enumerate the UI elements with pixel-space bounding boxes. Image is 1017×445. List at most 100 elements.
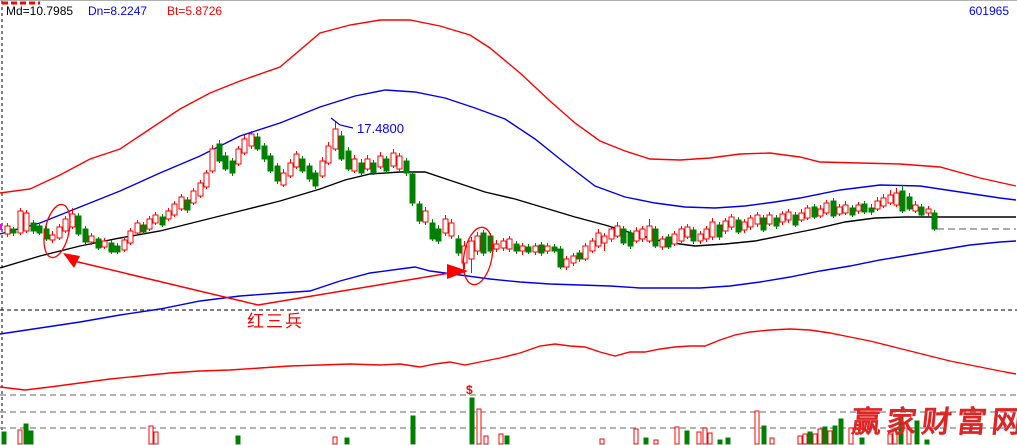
volume-bar bbox=[633, 428, 639, 445]
candle-body bbox=[608, 228, 615, 240]
candle-body bbox=[287, 162, 294, 177]
candle-body bbox=[325, 145, 332, 164]
volume-bar bbox=[504, 435, 510, 445]
candle-body bbox=[709, 221, 716, 238]
lower-red-band-line bbox=[0, 328, 1017, 391]
candle-body bbox=[127, 230, 134, 244]
volume-bar bbox=[725, 437, 731, 445]
indicator-md-value: Md=10.7985 bbox=[6, 4, 74, 18]
arrowhead-left bbox=[63, 253, 80, 268]
candle-body bbox=[396, 155, 403, 170]
stock-code: 601965 bbox=[968, 4, 1009, 18]
candle-body bbox=[403, 160, 410, 174]
candle-body bbox=[274, 165, 281, 182]
candle-body bbox=[306, 165, 313, 180]
candle-body bbox=[222, 155, 229, 170]
candle-body bbox=[519, 245, 526, 252]
dollar-marker: $ bbox=[466, 383, 473, 397]
candle-body bbox=[429, 222, 436, 240]
trend-arrow-line bbox=[73, 260, 259, 306]
candle-body bbox=[595, 232, 602, 247]
candle-body bbox=[893, 192, 900, 206]
volume-bar bbox=[148, 425, 154, 445]
candle-body bbox=[370, 162, 377, 174]
candle-body bbox=[570, 255, 577, 264]
volume-bar bbox=[483, 435, 489, 445]
volume-bar bbox=[769, 437, 775, 445]
candle-body bbox=[582, 245, 589, 260]
volume-bar bbox=[28, 430, 34, 445]
candle-body bbox=[716, 224, 723, 238]
candle-body bbox=[209, 148, 216, 172]
volume-bar bbox=[498, 433, 504, 445]
volume-bar bbox=[153, 431, 159, 445]
candle-body bbox=[480, 232, 487, 254]
candle-body bbox=[474, 235, 481, 252]
candle-body bbox=[254, 136, 261, 150]
candle-body bbox=[899, 190, 906, 212]
volume-bar bbox=[410, 415, 416, 445]
volume-bar bbox=[797, 435, 803, 445]
candle-body bbox=[455, 238, 462, 254]
volume-bar bbox=[702, 427, 708, 445]
volume-bar bbox=[344, 437, 350, 445]
volume-bar bbox=[653, 439, 659, 445]
candle-body bbox=[62, 218, 69, 232]
candle-body bbox=[735, 219, 742, 233]
candle-body bbox=[4, 225, 11, 235]
candle-body bbox=[101, 240, 108, 248]
volume-bar bbox=[717, 439, 723, 445]
candle-body bbox=[868, 207, 875, 213]
candle-body bbox=[741, 221, 748, 231]
candle-body bbox=[49, 234, 56, 241]
candle-body bbox=[197, 182, 204, 197]
candle-body bbox=[121, 239, 128, 251]
volume-bar bbox=[822, 426, 828, 445]
volume-bar bbox=[817, 428, 823, 445]
candle-body bbox=[377, 155, 384, 168]
volume-bar bbox=[754, 410, 760, 445]
candle-body bbox=[766, 214, 773, 225]
candle-body bbox=[345, 150, 352, 170]
candle-body bbox=[416, 203, 423, 222]
volume-bar bbox=[332, 436, 338, 445]
volume-bar bbox=[643, 437, 649, 445]
candle-body bbox=[849, 207, 856, 216]
candle-body bbox=[108, 242, 115, 253]
candle-body bbox=[56, 226, 63, 239]
volume-bar bbox=[235, 435, 241, 445]
candle-body bbox=[532, 245, 539, 253]
candle-body bbox=[785, 211, 792, 221]
candle-body bbox=[563, 258, 570, 268]
candle-body bbox=[312, 172, 319, 187]
volume-bar bbox=[684, 430, 690, 445]
indicator-bt-value: Bt=5.8726 bbox=[167, 4, 223, 18]
candle-body bbox=[798, 212, 805, 221]
volume-bar bbox=[812, 433, 818, 445]
candle-body bbox=[390, 152, 397, 167]
candle-body bbox=[639, 228, 646, 240]
candle-body bbox=[576, 252, 583, 260]
candle-body bbox=[159, 216, 166, 226]
candle-body bbox=[722, 220, 729, 232]
candle-body bbox=[931, 212, 938, 230]
candle-body bbox=[442, 218, 449, 234]
candle-body bbox=[82, 228, 89, 243]
candle-body bbox=[830, 200, 837, 217]
candle-body bbox=[747, 217, 754, 228]
candle-body bbox=[551, 246, 558, 252]
candle-body bbox=[823, 202, 830, 214]
candle-body bbox=[589, 240, 596, 252]
candle-body bbox=[811, 206, 818, 218]
candle-body bbox=[773, 217, 780, 227]
trend-arrow-line bbox=[257, 272, 451, 306]
candle-body bbox=[887, 194, 894, 204]
candle-body bbox=[364, 158, 371, 170]
candle-body bbox=[435, 228, 442, 242]
candle-body bbox=[671, 233, 678, 245]
candle-body bbox=[332, 128, 339, 150]
volume-bar bbox=[838, 418, 844, 445]
candle-body bbox=[652, 228, 659, 247]
